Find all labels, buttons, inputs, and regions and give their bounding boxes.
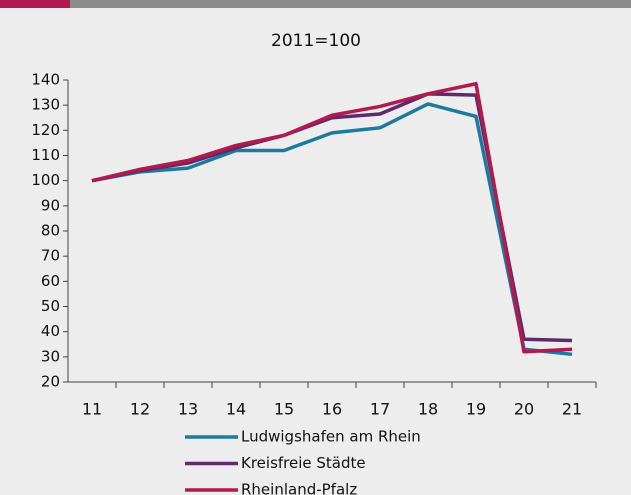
y-tick-label: 40 bbox=[41, 322, 60, 340]
y-tick-label: 120 bbox=[31, 121, 60, 139]
x-tick-label: 16 bbox=[322, 400, 342, 419]
legend-label: Rheinland-Pfalz bbox=[241, 481, 357, 495]
top-bar bbox=[0, 0, 631, 8]
y-tick-label: 130 bbox=[31, 96, 60, 114]
top-bar-accent bbox=[0, 0, 70, 8]
y-tick-label: 140 bbox=[31, 71, 60, 89]
y-tick-label: 90 bbox=[41, 196, 60, 214]
y-tick-label: 100 bbox=[31, 171, 60, 189]
series-line bbox=[91, 82, 573, 354]
y-tick-label: 110 bbox=[31, 146, 60, 164]
x-tick-label: 17 bbox=[370, 400, 390, 419]
x-tick-label: 18 bbox=[418, 400, 438, 419]
x-tick-label: 19 bbox=[466, 400, 486, 419]
x-tick-label: 13 bbox=[178, 400, 198, 419]
y-tick-label: 30 bbox=[41, 347, 60, 365]
legend-label: Kreisfreie Städte bbox=[241, 454, 366, 472]
chart-title: 2011=100 bbox=[271, 31, 361, 51]
y-tick-label: 80 bbox=[41, 222, 60, 240]
legend-label: Ludwigshafen am Rhein bbox=[241, 428, 421, 446]
x-tick-label: 15 bbox=[274, 400, 294, 419]
y-tick-label: 70 bbox=[41, 247, 60, 265]
x-tick-label: 12 bbox=[130, 400, 150, 419]
x-tick-label: 14 bbox=[226, 400, 246, 419]
y-tick-label: 50 bbox=[41, 297, 60, 315]
y-tick-label: 20 bbox=[41, 373, 60, 391]
y-tick-label: 60 bbox=[41, 272, 60, 290]
x-tick-label: 11 bbox=[82, 400, 102, 419]
x-tick-label: 21 bbox=[562, 400, 582, 419]
series-line bbox=[91, 102, 573, 357]
x-tick-label: 20 bbox=[514, 400, 534, 419]
